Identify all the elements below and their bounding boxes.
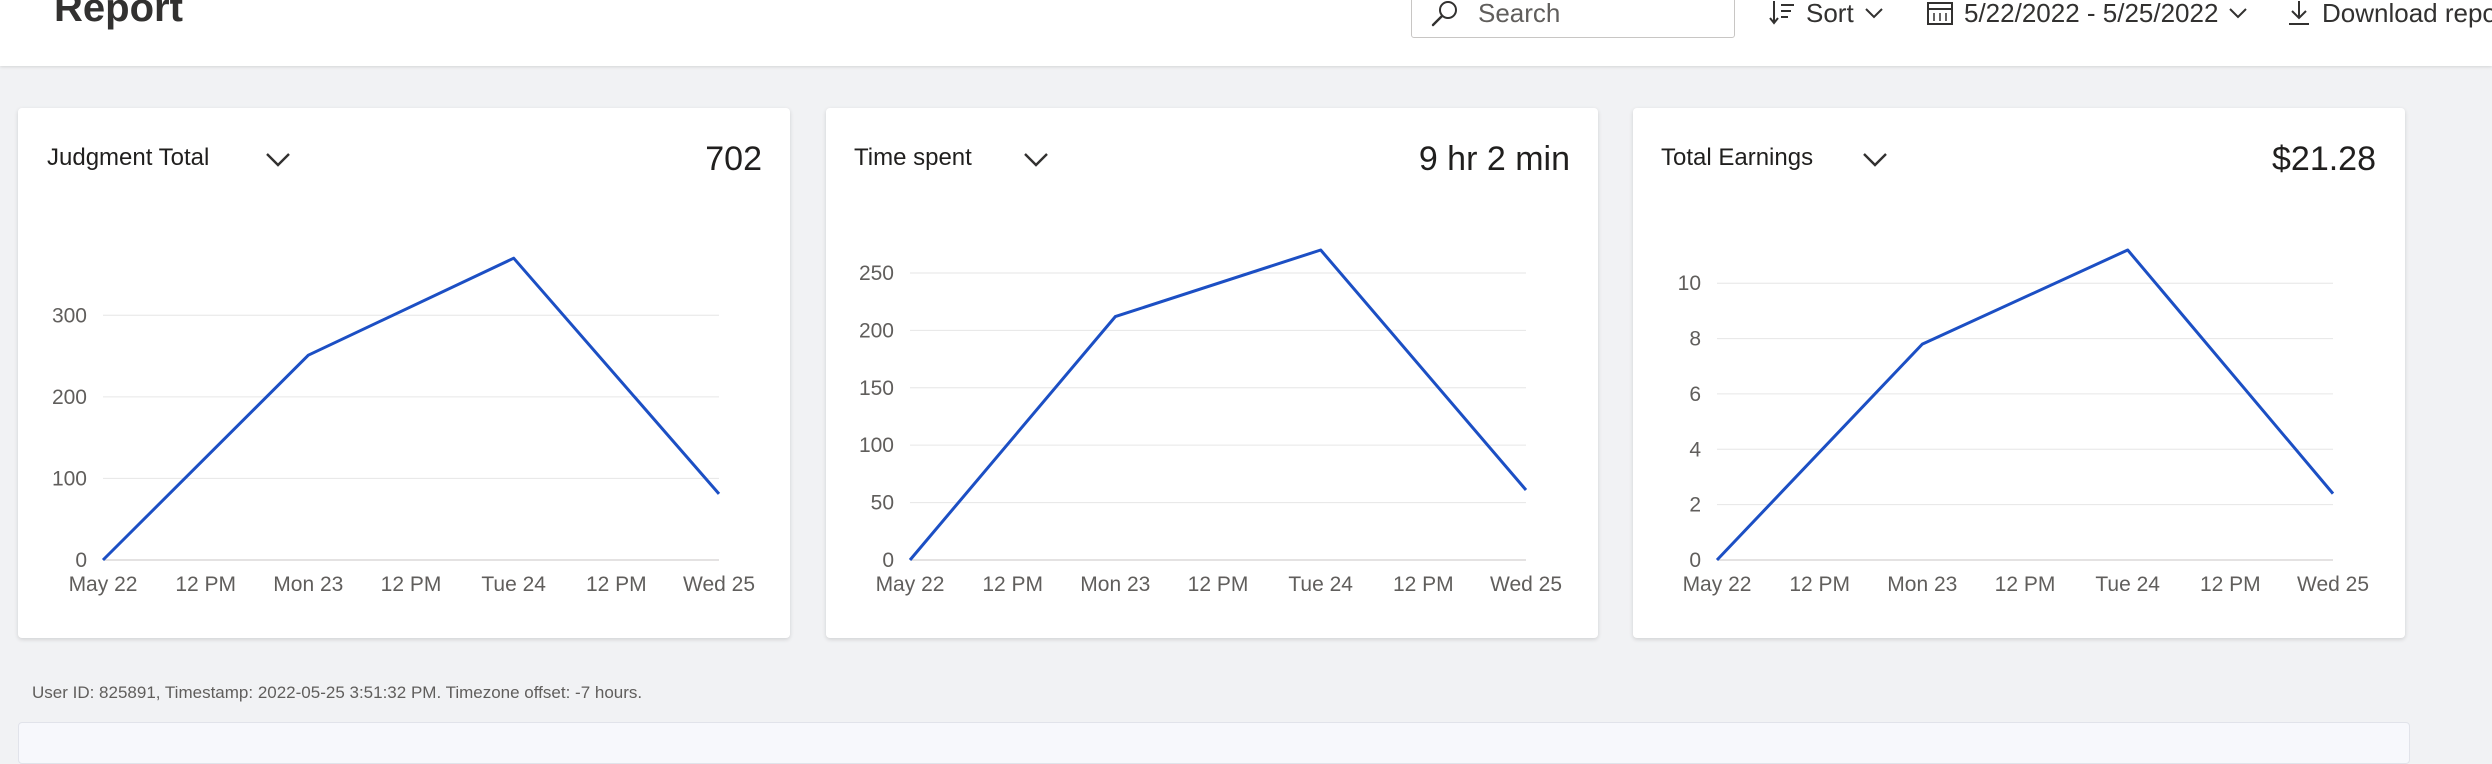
search-input[interactable] xyxy=(1478,0,1718,29)
x-tick-label: 12 PM xyxy=(982,573,1043,596)
chevron-down-icon[interactable] xyxy=(1861,150,1889,168)
chevron-down-icon[interactable] xyxy=(1022,150,1050,168)
x-tick-label: 12 PM xyxy=(175,573,236,596)
date-range-label: 5/22/2022 - 5/25/2022 xyxy=(1964,0,2219,28)
y-tick-label: 300 xyxy=(52,304,87,327)
sort-icon xyxy=(1769,1,1794,25)
date-range-picker[interactable]: 5/22/2022 - 5/25/2022 xyxy=(1926,0,2248,30)
x-tick-label: Wed 25 xyxy=(2297,573,2369,596)
chevron-down-icon[interactable] xyxy=(264,150,292,168)
y-tick-label: 250 xyxy=(859,262,894,285)
search-icon xyxy=(1431,1,1457,27)
x-tick-label: 12 PM xyxy=(1995,573,2056,596)
x-tick-label: Tue 24 xyxy=(2095,573,2160,596)
y-tick-label: 0 xyxy=(75,549,87,572)
x-tick-label: 12 PM xyxy=(2200,573,2261,596)
time-spent-chart: 0 50 100 150 200 250 May 22 12 PM Mon 23 12 PM Tue… xyxy=(859,248,1562,596)
sort-button[interactable]: Sort xyxy=(1768,0,1884,30)
x-tick-label: May 22 xyxy=(1683,573,1752,596)
y-tick-label: 8 xyxy=(1689,328,1701,351)
y-tick-label: 10 xyxy=(1678,272,1701,295)
total-earnings-card xyxy=(1633,108,2405,638)
x-tick-label: Mon 23 xyxy=(1887,573,1957,596)
x-tick-label: Wed 25 xyxy=(683,573,755,596)
card-value: 9 hr 2 min xyxy=(1418,140,1570,178)
card-title: Total Earnings xyxy=(1661,144,1814,171)
x-tick-label: May 22 xyxy=(876,573,945,596)
footer-note: User ID: 825891, Timestamp: 2022-05-25 3… xyxy=(32,683,643,702)
x-tick-label: 12 PM xyxy=(586,573,647,596)
time-spent-card xyxy=(826,108,1598,638)
y-tick-label: 200 xyxy=(859,319,894,342)
y-tick-label: 4 xyxy=(1689,438,1701,461)
judgment-total-chart: 0 100 200 300 May 22 12 PM Mon 23 12 PM Tue 24 12… xyxy=(52,256,755,596)
y-tick-label: 50 xyxy=(871,492,894,515)
card-value: 702 xyxy=(705,140,762,178)
x-tick-label: 12 PM xyxy=(1393,573,1454,596)
chevron-down-icon xyxy=(2229,8,2248,19)
chevron-down-icon xyxy=(1864,8,1883,19)
download-report-button[interactable]: Download report xyxy=(2286,0,2492,30)
x-tick-label: Mon 23 xyxy=(1080,573,1150,596)
x-tick-label: May 22 xyxy=(69,573,138,596)
x-tick-label: Tue 24 xyxy=(481,573,546,596)
search-box[interactable] xyxy=(1411,0,1735,38)
card-value: $21.28 xyxy=(2272,140,2376,178)
series-line xyxy=(908,248,1528,561)
total-earnings-chart: 0 2 4 6 8 10 May 22 12 PM Mon 23 12 PM Tue 24 12 PM… xyxy=(1678,248,2369,596)
series-line xyxy=(101,256,721,562)
y-tick-label: 100 xyxy=(859,434,894,457)
y-tick-label: 0 xyxy=(882,549,894,572)
x-tick-label: Tue 24 xyxy=(1288,573,1353,596)
card-title: Judgment Total xyxy=(47,144,210,171)
judgment-total-card xyxy=(18,108,790,638)
x-tick-label: 12 PM xyxy=(1789,573,1850,596)
bottom-panel xyxy=(18,722,2410,764)
y-tick-label: 0 xyxy=(1689,549,1701,572)
page-title: Report xyxy=(54,0,183,30)
download-report-label: Download report xyxy=(2322,0,2492,28)
card-title: Time spent xyxy=(854,144,972,171)
x-tick-label: Wed 25 xyxy=(1490,573,1562,596)
y-tick-label: 200 xyxy=(52,386,87,409)
y-tick-label: 6 xyxy=(1689,383,1701,406)
sort-label: Sort xyxy=(1806,0,1854,28)
x-tick-label: Mon 23 xyxy=(273,573,343,596)
x-tick-label: 12 PM xyxy=(1188,573,1249,596)
y-tick-label: 2 xyxy=(1689,494,1701,517)
download-icon xyxy=(2289,1,2309,25)
top-command-bar: Report Sort 5/22/2022 - 5/25/2022 xyxy=(0,0,2492,66)
y-tick-label: 150 xyxy=(859,377,894,400)
calendar-icon xyxy=(1927,2,1953,25)
x-tick-label: 12 PM xyxy=(381,573,442,596)
y-tick-label: 100 xyxy=(52,467,87,490)
series-line xyxy=(1715,248,2335,562)
